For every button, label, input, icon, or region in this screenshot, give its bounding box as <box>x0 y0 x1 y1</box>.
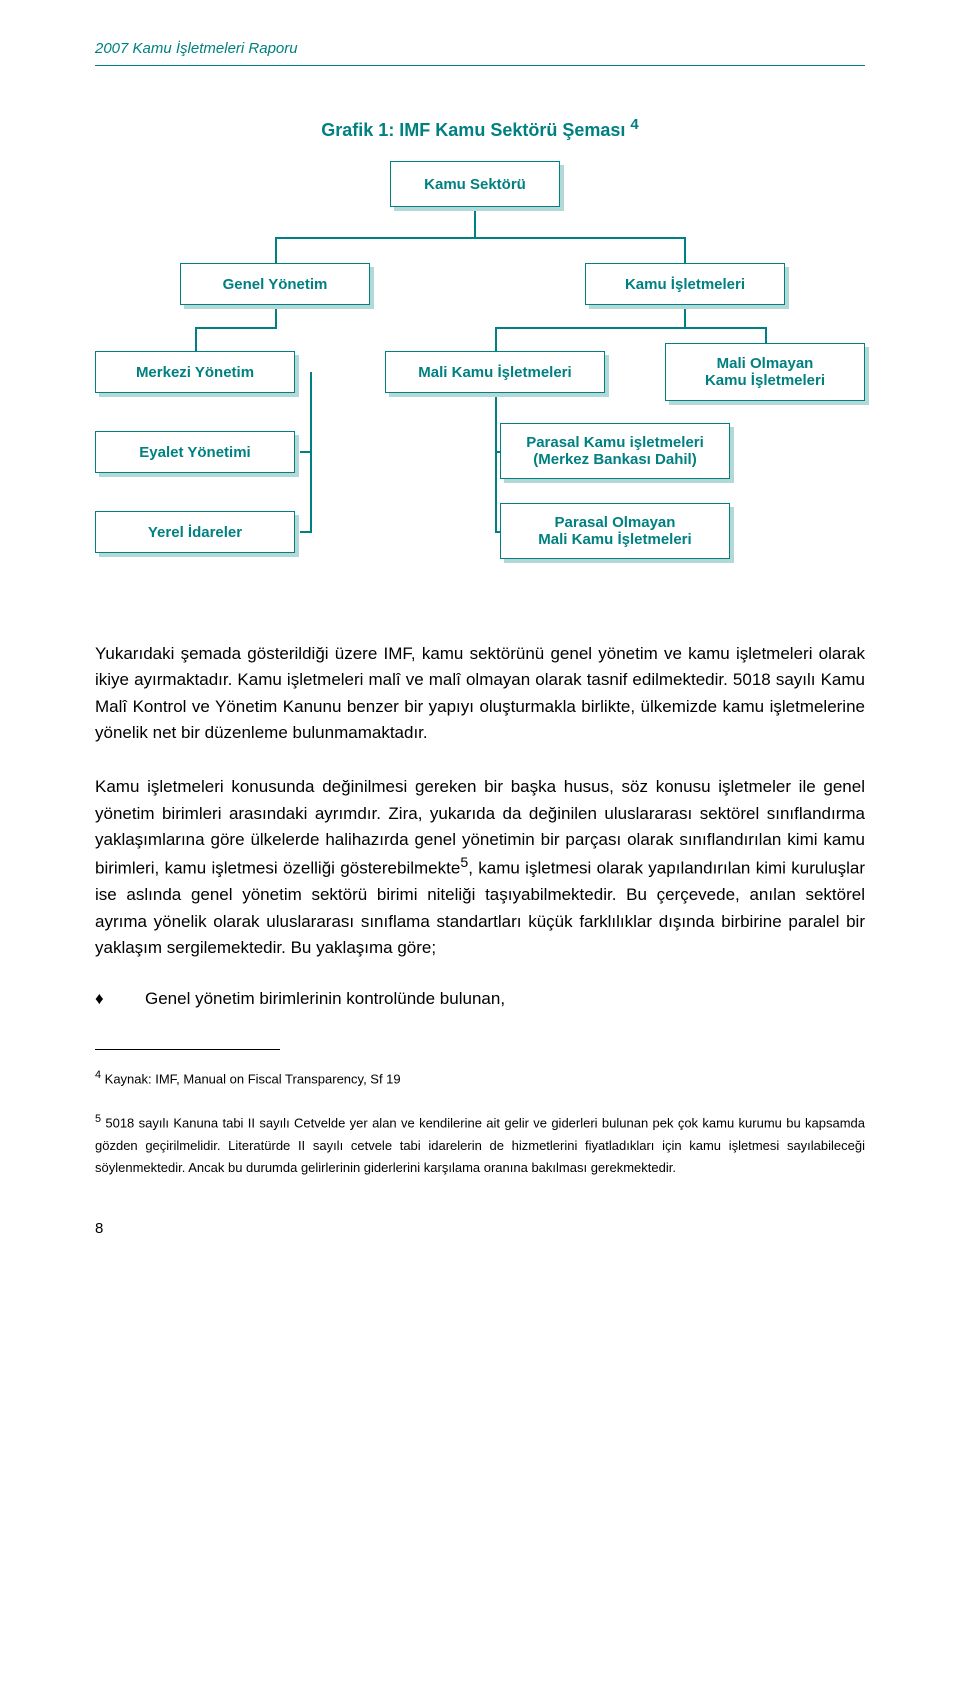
org-box-l5b: Parasal Olmayan Mali Kamu İşletmeleri <box>500 503 730 559</box>
org-chart: Kamu Sektörü Genel Yönetim Kamu İşletmeler… <box>95 161 865 601</box>
paragraph-2: Kamu işletmeleri konusunda değinilmesi g… <box>95 774 865 961</box>
connector-11 <box>310 372 312 453</box>
org-box-l2b: Kamu İşletmeleri <box>585 263 785 305</box>
header-rule <box>95 65 865 66</box>
connector-6 <box>495 327 497 351</box>
footnote-rule <box>95 1049 280 1050</box>
bullet-row-1: ♦ Genel yönetim birimlerinin kontrolünde… <box>95 989 865 1009</box>
org-box-l4a: Eyalet Yönetimi <box>95 431 295 473</box>
bullet-text-1: Genel yönetim birimlerinin kontrolünde b… <box>145 989 505 1009</box>
paragraph-2-sup: 5 <box>460 855 468 871</box>
connector-13 <box>310 453 312 533</box>
connector-3 <box>684 237 686 263</box>
footnote-4-text: Kaynak: IMF, Manual on Fiscal Transparen… <box>101 1072 401 1087</box>
org-box-l2a: Genel Yönetim <box>180 263 370 305</box>
connector-9 <box>195 327 277 329</box>
connector-7 <box>765 327 767 343</box>
footnote-4: 4 Kaynak: IMF, Manual on Fiscal Transpar… <box>95 1066 865 1091</box>
org-box-l3c: Mali Olmayan Kamu İşletmeleri <box>665 343 865 401</box>
chart-title: Grafik 1: IMF Kamu Sektörü Şeması 4 <box>95 116 865 141</box>
org-box-l3a: Merkezi Yönetim <box>95 351 295 393</box>
footnote-5-text: 5018 sayılı Kanuna tabi II sayılı Cetvel… <box>95 1115 865 1176</box>
bullet-symbol: ♦ <box>95 989 145 1009</box>
connector-10 <box>195 327 197 351</box>
connector-12 <box>300 451 310 453</box>
connector-2 <box>275 237 277 263</box>
connector-16 <box>495 451 500 453</box>
connector-17 <box>495 531 500 533</box>
connector-0 <box>474 211 476 237</box>
page-number: 8 <box>95 1220 865 1237</box>
connector-4 <box>684 309 686 327</box>
connector-15 <box>495 397 497 532</box>
org-box-root: Kamu Sektörü <box>390 161 560 207</box>
connector-5 <box>495 327 767 329</box>
connector-1 <box>275 237 685 239</box>
chart-title-sup: 4 <box>630 116 638 133</box>
connector-8 <box>275 309 277 327</box>
org-box-l3b: Mali Kamu İşletmeleri <box>385 351 605 393</box>
connector-14 <box>300 531 310 533</box>
document-header: 2007 Kamu İşletmeleri Raporu <box>95 40 865 57</box>
org-box-l5a: Yerel İdareler <box>95 511 295 553</box>
chart-title-text: Grafik 1: IMF Kamu Sektörü Şeması <box>321 120 630 140</box>
paragraph-1: Yukarıdaki şemada gösterildiği üzere IMF… <box>95 641 865 746</box>
org-box-l4b: Parasal Kamu işletmeleri (Merkez Bankası… <box>500 423 730 479</box>
footnote-5: 5 5018 sayılı Kanuna tabi II sayılı Cetv… <box>95 1110 865 1181</box>
